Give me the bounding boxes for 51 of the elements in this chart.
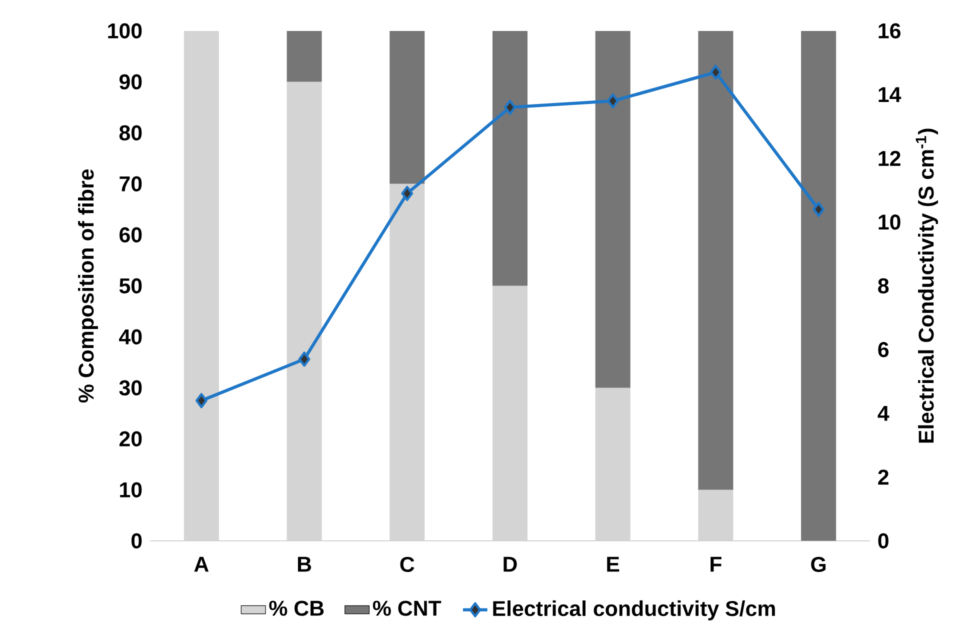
x-tick-label: C: [400, 556, 414, 572]
point: [606, 93, 619, 109]
y-tick-label: 100: [108, 23, 142, 38]
y2-tick-label: 0: [878, 533, 888, 549]
legend-label: % CNT: [372, 600, 442, 616]
bar: [492, 286, 528, 541]
bar: [595, 30, 630, 388]
point: [401, 186, 414, 202]
bar: [801, 30, 836, 541]
bar: [492, 30, 528, 286]
bar: [698, 30, 734, 490]
bar: [595, 388, 630, 541]
x-tick-label: E: [607, 556, 620, 572]
y-tick-label: 30: [119, 380, 142, 396]
y-tick-label: 20: [119, 431, 142, 446]
y-tick-label: 80: [119, 125, 142, 140]
x-tick-label: F: [710, 556, 722, 572]
x-tick-label: A: [194, 556, 209, 572]
y2-tick-label: 16: [878, 23, 900, 38]
bar: [698, 490, 734, 541]
y-tick-label: 70: [120, 176, 142, 192]
y2-axis-title: Electrical Conductivity (S cm$^{-1}$): [916, 128, 938, 443]
y-axis-title: % Composition of fibre: [78, 169, 98, 403]
y2-tick-label: 4: [878, 406, 890, 421]
point: [812, 202, 825, 217]
bar: [390, 184, 425, 541]
legend-label: Electrical conductivity S/cm: [493, 600, 775, 620]
x-tick-label: B: [298, 556, 312, 572]
y2-tick-label: 14: [878, 87, 902, 102]
x-tick-label: G: [811, 556, 826, 572]
y2-tick-label: 12: [878, 150, 900, 166]
bar: [184, 30, 219, 541]
x-tick-label: D: [504, 556, 517, 572]
bar: [286, 30, 322, 82]
point: [298, 352, 310, 367]
y-tick-label: 90: [119, 74, 142, 90]
bar: [286, 82, 322, 541]
point: [710, 64, 722, 80]
y2-tick-label: 2: [878, 470, 888, 485]
y2-tick-label: 6: [878, 342, 889, 358]
point: [195, 393, 208, 408]
bar: [390, 30, 425, 184]
y-tick-label: 0: [132, 533, 142, 548]
legend-label: % CB: [269, 600, 324, 616]
y2-tick-label: 10: [878, 214, 900, 230]
y-tick-label: 50: [119, 278, 142, 294]
y2-tick-label: 8: [878, 278, 889, 294]
y-tick-label: 60: [120, 227, 142, 242]
point: [504, 100, 516, 115]
y-tick-label: 10: [120, 482, 142, 498]
y-tick-label: 40: [119, 329, 142, 344]
